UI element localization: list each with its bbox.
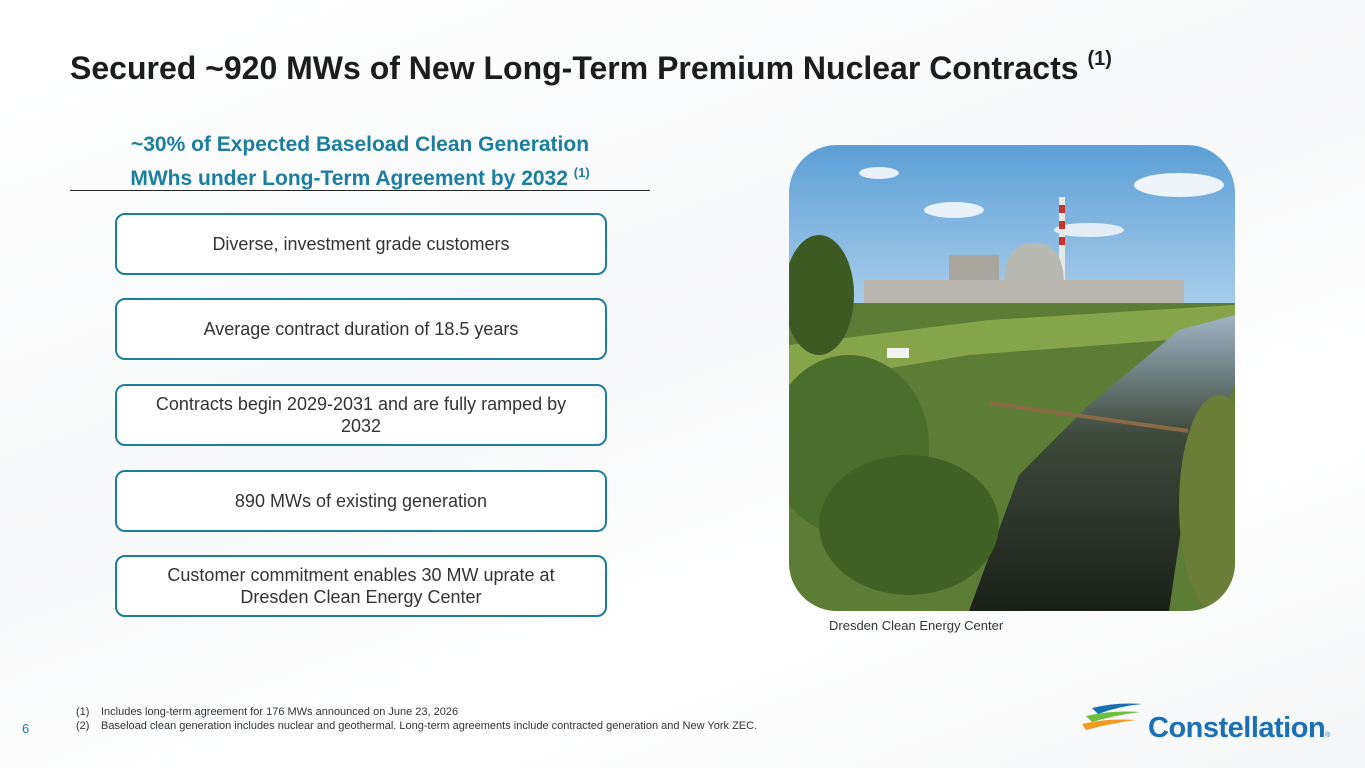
info-box: Contracts begin 2029-2031 and are fully …: [115, 384, 607, 446]
info-box: Customer commitment enables 30 MW uprate…: [115, 555, 607, 617]
logo-text: Constellation: [1148, 712, 1326, 744]
title-note: (1): [1087, 48, 1112, 70]
subtitle: ~30% of Expected Baseload Clean Generati…: [70, 131, 650, 193]
subtitle-line: ~30% of Expected Baseload Clean Generati…: [130, 133, 590, 156]
footnote: (2) Baseload clean generation includes nu…: [76, 720, 757, 732]
info-box: 890 MWs of existing generation: [115, 470, 607, 532]
page-number: 6: [22, 721, 30, 736]
logo: Constellation®: [1148, 712, 1330, 745]
footnote-marker: (2): [76, 720, 90, 732]
footnote-text: Includes long-term agreement for 176 MWs…: [101, 706, 459, 718]
logo-registered: ®: [1325, 732, 1330, 739]
rule: [70, 190, 650, 191]
subtitle-line: MWhs under Long-Term Agreement by 2032: [130, 167, 568, 190]
photo: [789, 145, 1235, 611]
title-text: Secured ~920 MWs of New Long-Term Premiu…: [70, 50, 1079, 86]
caption: Dresden Clean Energy Center: [829, 618, 1004, 633]
subtitle-note: (1): [573, 165, 590, 180]
footnote-marker: (1): [76, 706, 90, 718]
footnote-text: Baseload clean generation includes nucle…: [101, 720, 758, 732]
title: Secured ~920 MWs of New Long-Term Premiu…: [70, 48, 1112, 87]
footnote: (1) Includes long-term agreement for 176 …: [76, 706, 458, 718]
logo-mark: [1082, 703, 1142, 730]
info-box: Average contract duration of 18.5 years: [115, 298, 607, 360]
info-box: Diverse, investment grade customers: [115, 213, 607, 275]
